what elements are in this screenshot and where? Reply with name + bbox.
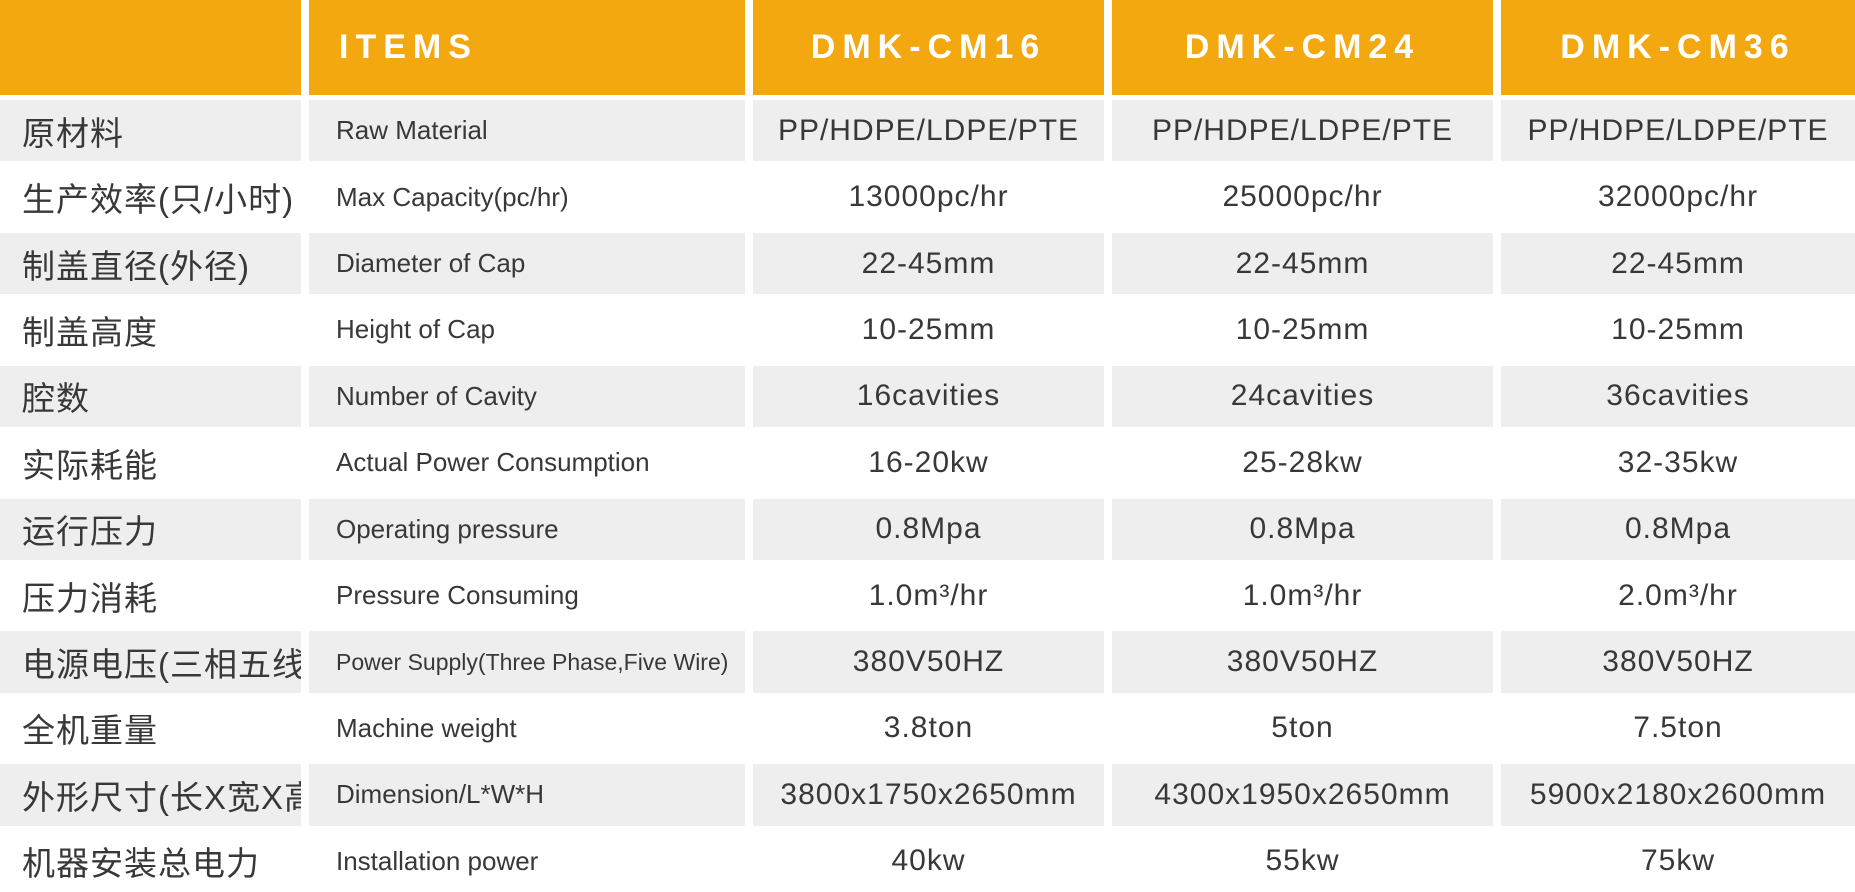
label-en-raw-material: Raw Material	[309, 100, 745, 162]
label-en-operating-pressure: Operating pressure	[309, 498, 745, 560]
value-cap-height-cm16: 10-25mm	[753, 299, 1104, 361]
label-cn-installation-power: 机器安装总电力	[0, 830, 301, 892]
value-dimension-cm24: 4300x1950x2650mm	[1112, 764, 1493, 826]
value-cap-diameter-cm36: 22-45mm	[1501, 232, 1855, 295]
value-machine-weight-cm36: 7.5ton	[1501, 697, 1855, 760]
label-en-cavity-count: Number of Cavity	[309, 365, 745, 428]
value-operating-pressure-cm24: 0.8Mpa	[1112, 498, 1493, 560]
value-cap-height-cm36: 10-25mm	[1501, 299, 1855, 361]
value-power-consumption-cm24: 25-28kw	[1112, 432, 1493, 494]
value-power-supply-cm24: 380V50HZ	[1112, 631, 1493, 693]
value-power-consumption-cm16: 16-20kw	[753, 432, 1104, 494]
header-model-dmk-cm16: DMK-CM16	[753, 0, 1104, 95]
value-raw-material-cm36: PP/HDPE/LDPE/PTE	[1501, 100, 1855, 162]
value-machine-weight-cm24: 5ton	[1112, 697, 1493, 760]
value-power-consumption-cm36: 32-35kw	[1501, 432, 1855, 494]
label-en-max-capacity: Max Capacity(pc/hr)	[309, 166, 745, 228]
value-operating-pressure-cm16: 0.8Mpa	[753, 498, 1104, 560]
value-pressure-consuming-cm16: 1.0m³/hr	[753, 564, 1104, 627]
value-max-capacity-cm16: 13000pc/hr	[753, 166, 1104, 228]
value-installation-power-cm16: 40kw	[753, 830, 1104, 892]
header-model-dmk-cm36: DMK-CM36	[1501, 0, 1855, 95]
header-model-dmk-cm24: DMK-CM24	[1112, 0, 1493, 95]
label-cn-cavity-count: 腔数	[0, 365, 301, 428]
value-cap-height-cm24: 10-25mm	[1112, 299, 1493, 361]
value-cap-diameter-cm24: 22-45mm	[1112, 232, 1493, 295]
header-blank-cell	[0, 0, 301, 95]
value-cavity-count-cm24: 24cavities	[1112, 365, 1493, 428]
label-en-machine-weight: Machine weight	[309, 697, 745, 760]
label-cn-power-supply: 电源电压(三相五线)	[0, 631, 301, 693]
value-cavity-count-cm16: 16cavities	[753, 365, 1104, 428]
label-cn-machine-weight: 全机重量	[0, 697, 301, 760]
value-dimension-cm36: 5900x2180x2600mm	[1501, 764, 1855, 826]
label-en-cap-diameter: Diameter of Cap	[309, 232, 745, 295]
value-cap-diameter-cm16: 22-45mm	[753, 232, 1104, 295]
value-machine-weight-cm16: 3.8ton	[753, 697, 1104, 760]
value-pressure-consuming-cm36: 2.0m³/hr	[1501, 564, 1855, 627]
label-en-power-consumption: Actual Power Consumption	[309, 432, 745, 494]
value-raw-material-cm24: PP/HDPE/LDPE/PTE	[1112, 100, 1493, 162]
label-en-pressure-consuming: Pressure Consuming	[309, 564, 745, 627]
value-dimension-cm16: 3800x1750x2650mm	[753, 764, 1104, 826]
value-max-capacity-cm24: 25000pc/hr	[1112, 166, 1493, 228]
label-en-installation-power: Installation power	[309, 830, 745, 892]
label-en-dimension: Dimension/L*W*H	[309, 764, 745, 826]
value-pressure-consuming-cm24: 1.0m³/hr	[1112, 564, 1493, 627]
label-cn-cap-diameter: 制盖直径(外径)	[0, 232, 301, 295]
label-cn-raw-material: 原材料	[0, 100, 301, 162]
value-power-supply-cm16: 380V50HZ	[753, 631, 1104, 693]
value-raw-material-cm16: PP/HDPE/LDPE/PTE	[753, 100, 1104, 162]
label-cn-cap-height: 制盖高度	[0, 299, 301, 361]
label-en-power-supply: Power Supply(Three Phase,Five Wire)	[309, 631, 745, 693]
label-cn-max-capacity: 生产效率(只/小时)	[0, 166, 301, 228]
value-installation-power-cm24: 55kw	[1112, 830, 1493, 892]
label-en-cap-height: Height of Cap	[309, 299, 745, 361]
value-cavity-count-cm36: 36cavities	[1501, 365, 1855, 428]
value-installation-power-cm36: 75kw	[1501, 830, 1855, 892]
value-power-supply-cm36: 380V50HZ	[1501, 631, 1855, 693]
value-max-capacity-cm36: 32000pc/hr	[1501, 166, 1855, 228]
label-cn-pressure-consuming: 压力消耗	[0, 564, 301, 627]
label-cn-dimension: 外形尺寸(长X宽X高)	[0, 764, 301, 826]
value-operating-pressure-cm36: 0.8Mpa	[1501, 498, 1855, 560]
label-cn-operating-pressure: 运行压力	[0, 498, 301, 560]
header-items-label: ITEMS	[309, 0, 745, 95]
label-cn-power-consumption: 实际耗能	[0, 432, 301, 494]
